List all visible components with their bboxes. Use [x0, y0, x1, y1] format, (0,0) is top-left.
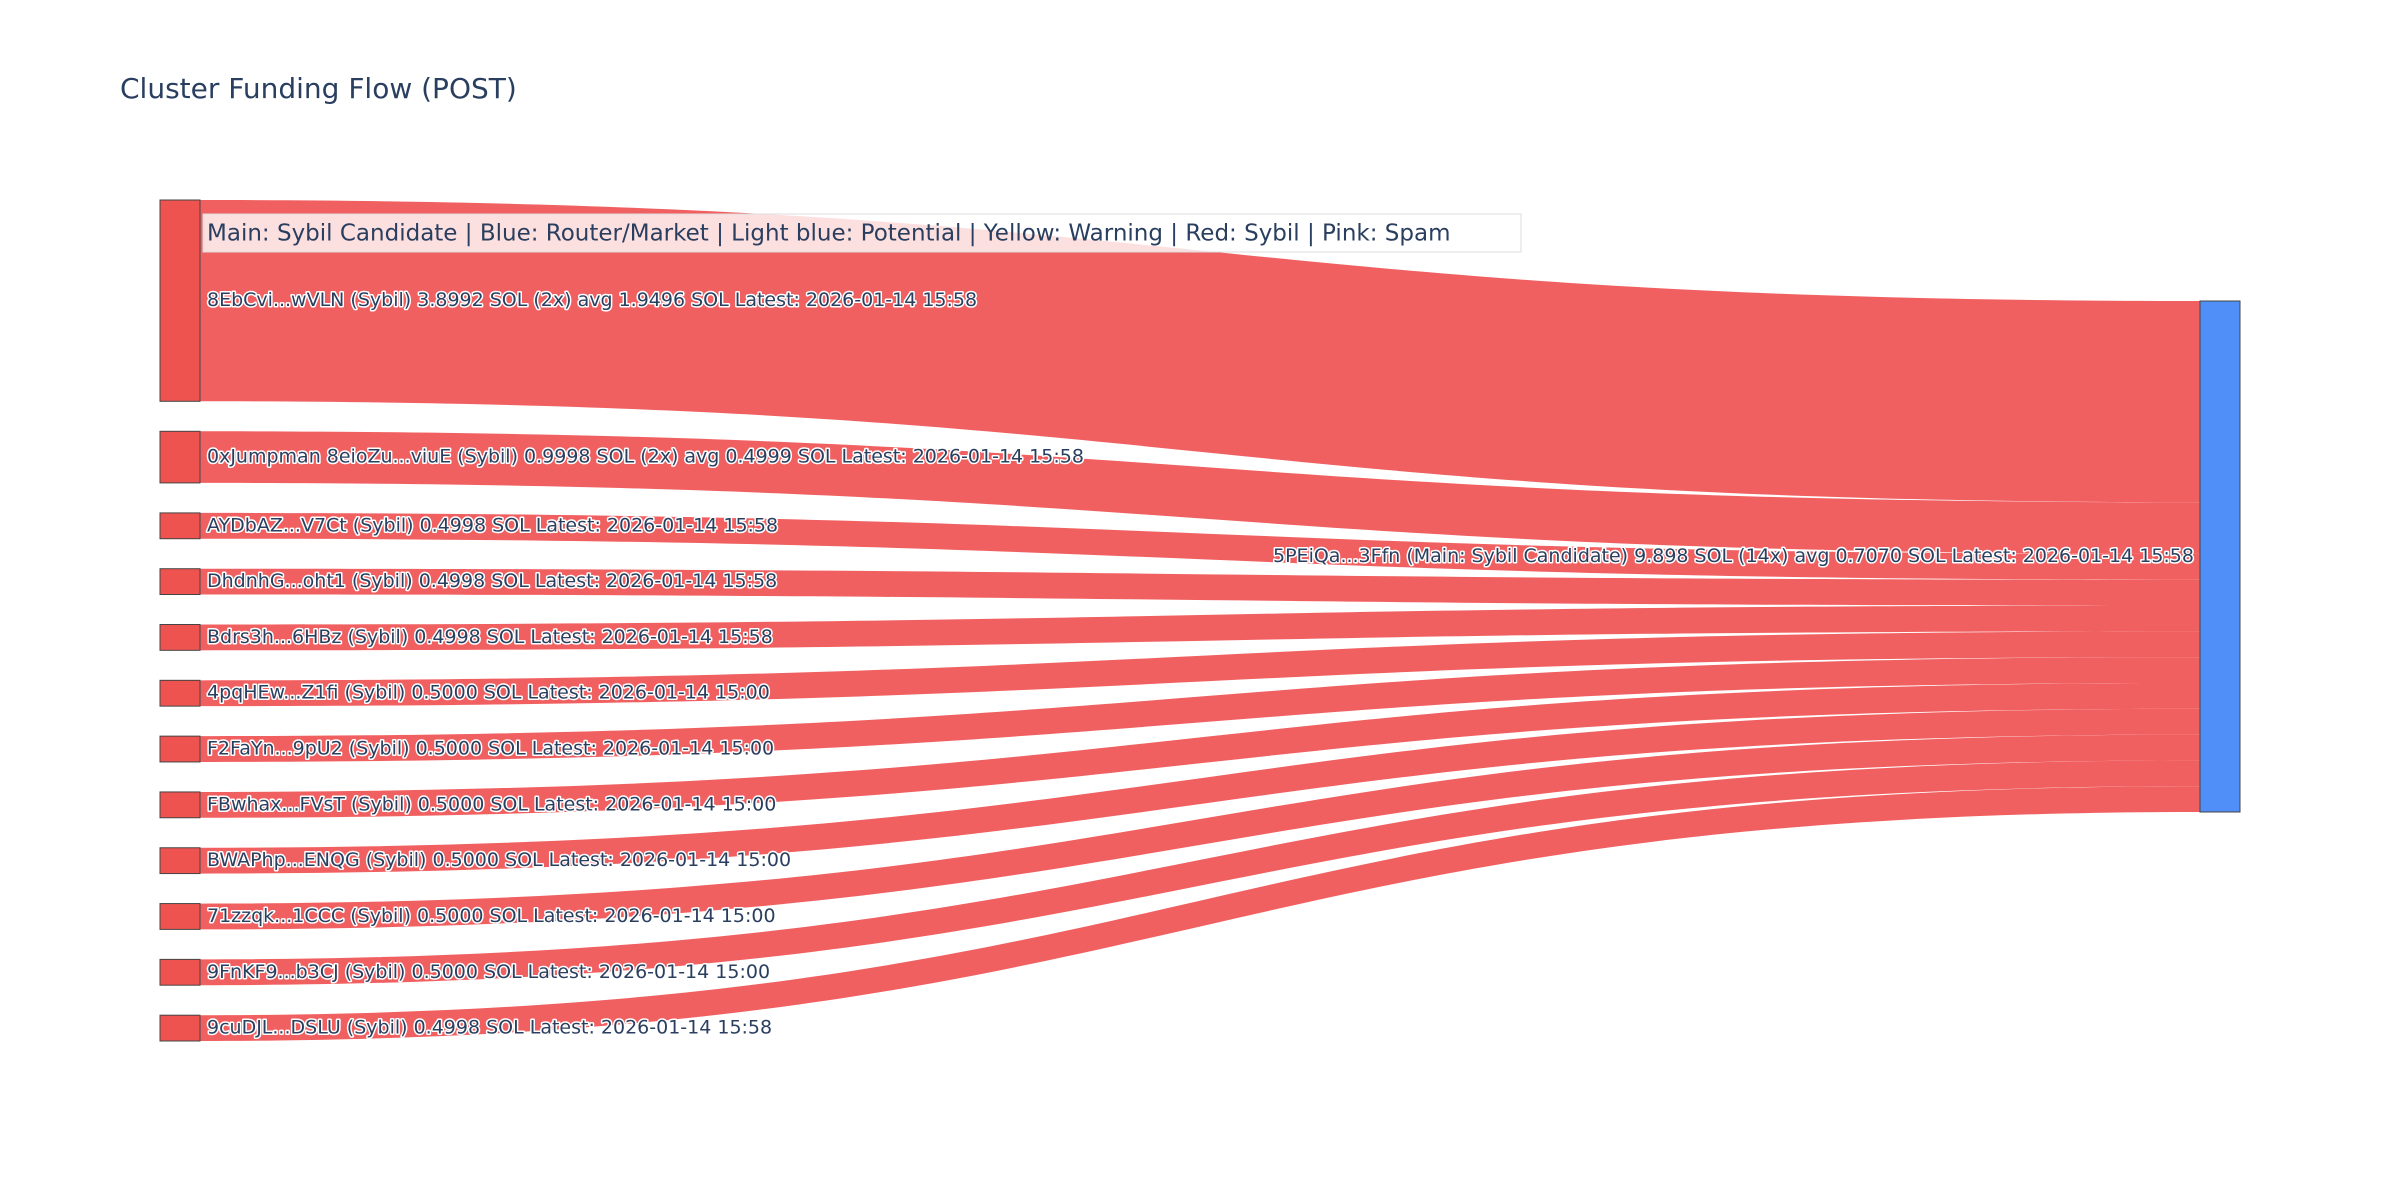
node-label: 4pqHEw...Z1fi (Sybil) 0.5000 SOL Latest:…	[207, 682, 770, 704]
node-label: AYDbAZ...V7Ct (Sybil) 0.4998 SOL Latest:…	[207, 514, 778, 536]
node-label: DhdnhG...oht1 (Sybil) 0.4998 SOL Latest:…	[207, 570, 777, 592]
link	[200, 631, 2200, 707]
link	[200, 200, 2200, 503]
link	[200, 786, 2200, 1041]
node-label: Bdrs3h...6HBz (Sybil) 0.4998 SOL Latest:…	[207, 626, 773, 648]
node	[159, 791, 201, 819]
node-label: 5PEiQa...3Ffn (Main: Sybil Candidate) 9.…	[1273, 545, 2194, 567]
node-label: 9cuDJL...DSLU (Sybil) 0.4998 SOL Latest:…	[207, 1017, 772, 1039]
link	[200, 512, 2200, 580]
node	[2199, 300, 2241, 813]
node-label: 9FnKF9...b3CJ (Sybil) 0.5000 SOL Latest:…	[207, 961, 770, 983]
link	[200, 760, 2200, 986]
node	[159, 735, 201, 763]
node	[159, 958, 201, 986]
node-label: F2FaYn...9pU2 (Sybil) 0.5000 SOL Latest:…	[207, 738, 774, 760]
node-label: BWAPhp...ENQG (Sybil) 0.5000 SOL Latest:…	[207, 849, 791, 871]
node	[159, 903, 201, 930]
annotation: Main: Sybil Candidate | Blue: Router/Mar…	[207, 221, 1450, 247]
node	[159, 568, 201, 596]
node-label: 71zzqk...1CCC (Sybil) 0.5000 SOL Latest:…	[207, 905, 776, 927]
link	[200, 734, 2200, 930]
node	[159, 624, 201, 651]
node-label: 0xJumpman 8eioZu...viuE (Sybil) 0.9998 S…	[207, 446, 1084, 468]
link	[200, 657, 2200, 762]
link	[200, 682, 2200, 818]
node	[159, 847, 201, 875]
node	[159, 199, 201, 402]
chart-title: Cluster Funding Flow (POST)	[120, 72, 517, 105]
link	[200, 708, 2200, 874]
nodes: 8EbCvi...wVLN (Sybil) 3.8992 SOL (2x) av…	[159, 199, 2241, 1042]
node	[159, 1014, 201, 1042]
node	[159, 430, 201, 484]
node-label: 8EbCvi...wVLN (Sybil) 3.8992 SOL (2x) av…	[207, 289, 977, 311]
node	[159, 512, 201, 540]
node	[159, 679, 201, 707]
link	[200, 431, 2200, 554]
link	[200, 605, 2200, 651]
link	[200, 568, 2200, 606]
annotation-box	[202, 213, 1522, 253]
links	[200, 200, 2200, 1041]
node-label: FBwhax...FVsT (Sybil) 0.5000 SOL Latest:…	[207, 793, 776, 815]
